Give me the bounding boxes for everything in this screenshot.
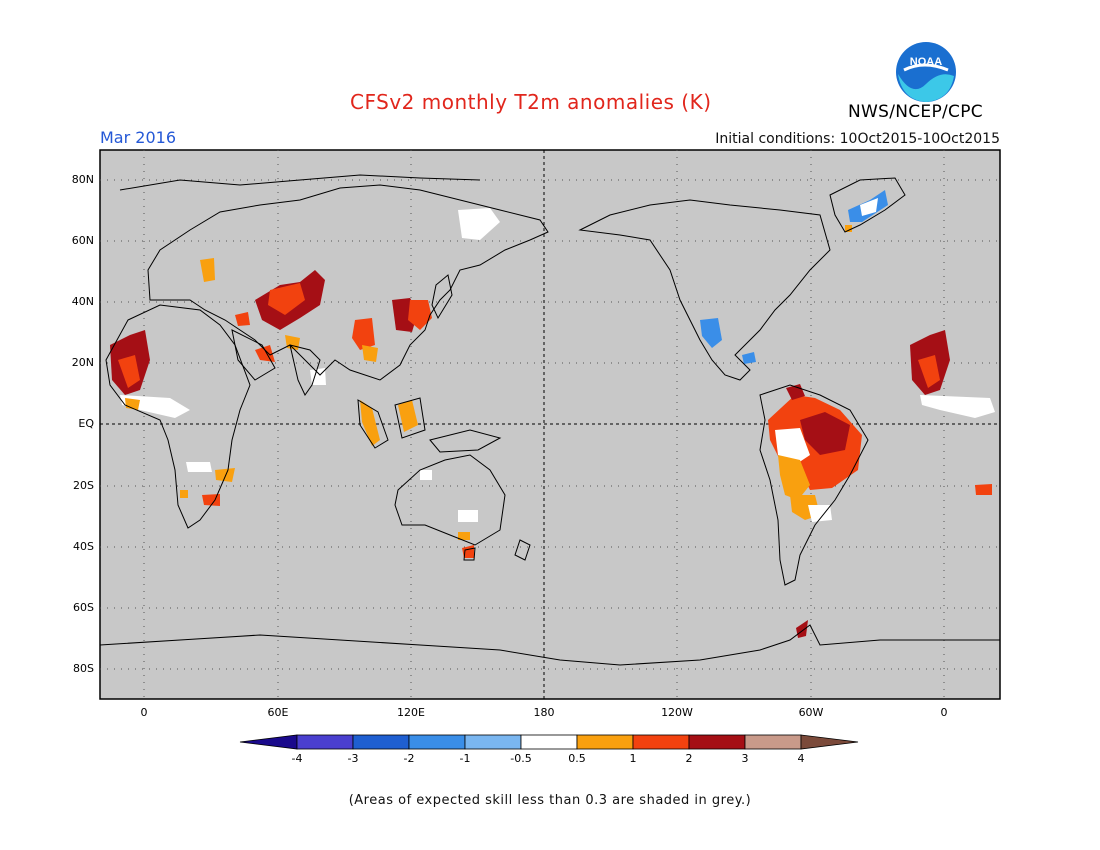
colorbar-label: 2 [685,752,693,765]
colorbar-swatch [576,734,634,750]
colorbar-swatch [520,734,578,750]
noaa-logo-text: NOAA [910,56,942,68]
colorbar-swatch [296,734,354,750]
lon-label: 0 [940,706,948,719]
agency-label: NWS/NCEP/CPC [848,102,983,122]
lat-label: 60S [73,601,94,614]
lon-label: 120E [397,706,425,719]
lat-label: 60N [71,234,94,247]
map-title: CFSv2 monthly T2m anomalies (K) [350,90,712,114]
colorbar-label: -0.5 [510,752,532,765]
lat-label: 80N [71,173,94,186]
colorbar-label: -2 [403,752,415,765]
colorbar-label: 3 [741,752,749,765]
coastlines [99,174,1000,666]
anomaly-patches [110,190,995,638]
lon-label: 60W [798,706,824,719]
lat-label: 80S [73,662,94,675]
initial-conditions: Initial conditions: 10Oct2015-10Oct2015 [715,131,1000,147]
lat-label: 20N [71,356,94,369]
colorbar-highcap [800,734,859,750]
lon-label: 60E [267,706,289,719]
colorbar-swatch [464,734,522,750]
colorbar-swatch [632,734,690,750]
colorbar-swatch [688,734,746,750]
colorbar-label: -4 [291,752,303,765]
colorbar-label: 1 [629,752,637,765]
lat-label: 20S [73,479,94,492]
gridlines [100,150,1000,699]
lon-label: 120W [661,706,693,719]
lat-label: 40N [71,295,94,308]
colorbar-label: 0.5 [568,752,586,765]
colorbar-label: -1 [459,752,471,765]
lon-label: 180 [533,706,555,719]
colorbar-label: 4 [797,752,805,765]
skill-footnote: (Areas of expected skill less than 0.3 a… [348,793,752,808]
lon-label: 0 [140,706,148,719]
colorbar-label: -3 [347,752,359,765]
lat-label: EQ [78,417,94,430]
valid-month: Mar 2016 [100,128,176,147]
colorbar-lowcap [239,734,298,750]
colorbar-swatch [408,734,466,750]
noaa-logo-icon: NOAA [896,42,956,102]
lat-label: 40S [73,540,94,553]
colorbar-swatch [744,734,802,750]
colorbar-swatch [352,734,410,750]
colorbar [239,734,859,750]
